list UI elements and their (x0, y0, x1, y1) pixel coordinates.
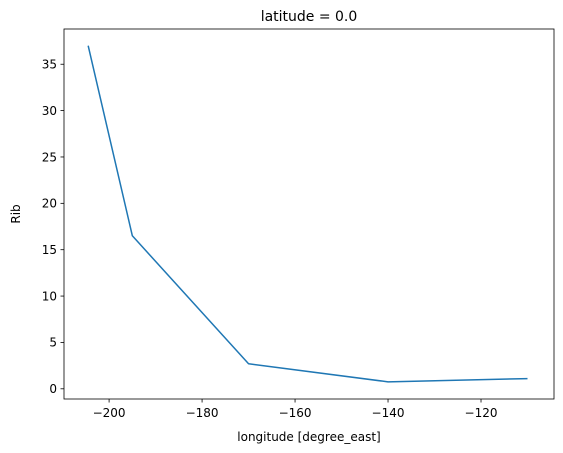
chart-title: latitude = 0.0 (261, 9, 358, 25)
y-tick-label: 15 (42, 243, 57, 257)
x-axis: −200 −180 −160 −140 −120 (93, 399, 498, 420)
x-tick-label: −120 (465, 406, 498, 420)
plot-frame (63, 28, 555, 400)
x-tick-label: −140 (372, 406, 405, 420)
x-tick-label: −200 (93, 406, 126, 420)
y-tick-label: 10 (42, 289, 57, 303)
y-tick-label: 0 (49, 382, 57, 396)
x-tick-label: −180 (186, 406, 219, 420)
y-tick-label: 25 (42, 150, 57, 164)
series-line (87, 45, 528, 383)
y-axis: 0 5 10 15 20 25 30 35 (42, 58, 64, 396)
x-tick-label: −160 (279, 406, 312, 420)
y-tick-label: 20 (42, 197, 57, 211)
y-tick-label: 35 (42, 58, 57, 72)
y-tick-label: 5 (49, 336, 57, 350)
y-tick-label: 30 (42, 104, 57, 118)
x-axis-label: longitude [degree_east] (237, 430, 380, 444)
y-axis-label: Rib (9, 204, 23, 223)
